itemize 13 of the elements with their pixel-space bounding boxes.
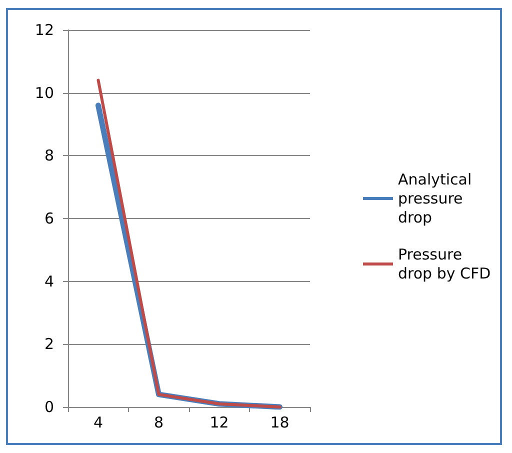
y-tick-label: 4: [44, 272, 54, 290]
x-tick-label: 12: [210, 414, 229, 432]
x-tick-label: 4: [93, 414, 104, 432]
x-tick-label: 18: [270, 414, 290, 432]
y-tick-label: 0: [44, 398, 54, 416]
legend-label: Pressure drop by CFD: [398, 246, 491, 282]
y-tick-label: 12: [34, 21, 54, 39]
y-tick-label: 8: [44, 146, 54, 165]
legend-label: Analytical pressure drop: [398, 170, 476, 226]
y-tick-label: 6: [44, 210, 54, 228]
y-tick-label: 10: [34, 84, 54, 102]
y-tick-label: 2: [44, 335, 54, 354]
x-tick-label: 8: [154, 414, 164, 432]
